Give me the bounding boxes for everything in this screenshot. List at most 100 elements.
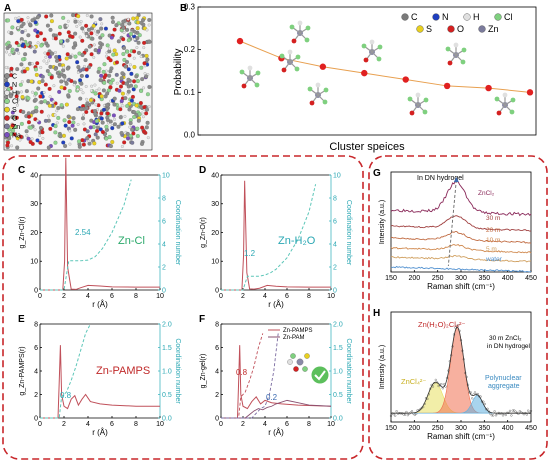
series-label-3: 10 m [486, 237, 500, 244]
x-tick-label: 0 [38, 421, 42, 428]
x-tick-label: 150 [385, 275, 397, 282]
y-right-tick-label: 10 [333, 172, 341, 179]
atom [59, 103, 64, 108]
atom [88, 98, 93, 103]
atom [33, 97, 38, 102]
y-axis-label: Intensity (a.u.) [379, 200, 386, 244]
atom [25, 42, 30, 47]
atom [102, 62, 107, 67]
y-right-tick-label: 1.5 [333, 345, 343, 352]
y-right-axis-label: Coordination number [174, 338, 181, 404]
atom [27, 114, 32, 119]
atom [145, 28, 149, 32]
ligand-atom [361, 43, 367, 49]
atom [97, 66, 102, 71]
atom [73, 127, 78, 132]
atom [108, 119, 113, 124]
data-point [506, 411, 509, 414]
atom [89, 52, 94, 57]
atom [33, 128, 37, 132]
atom [88, 125, 93, 130]
atom [24, 29, 27, 32]
atom [77, 144, 82, 149]
legend-label-zn-pamps: Zn-PAMPS [283, 328, 313, 334]
legend-label-zn: Zn [12, 124, 20, 131]
atom [78, 22, 82, 26]
atom [79, 20, 83, 23]
legend-label-n: N [442, 12, 449, 22]
atom [144, 111, 149, 116]
atom [85, 101, 90, 106]
atom [78, 96, 83, 101]
x-axis-label: r (Å) [92, 428, 108, 437]
atom [78, 78, 83, 83]
atom [54, 51, 57, 54]
atom [125, 27, 130, 32]
rdf-line-zn-pamps [221, 345, 332, 419]
cn-line-pamps [221, 333, 264, 419]
legend-swatch-o [447, 25, 455, 33]
atom [67, 89, 72, 94]
data-point [494, 414, 498, 417]
y-right-tick-label: 0.5 [162, 392, 172, 399]
x-tick-label: 6 [110, 293, 114, 300]
legend-swatch-s [4, 106, 10, 113]
y-right-tick-label: 0.5 [333, 392, 343, 399]
data-point [415, 412, 418, 415]
atom [122, 57, 127, 62]
atom [15, 67, 20, 72]
legend-label-cl: Cl [12, 99, 19, 106]
ligand-atom [447, 60, 453, 66]
atom [53, 130, 58, 135]
atom [35, 61, 40, 66]
y-right-tick-label: 8 [162, 195, 166, 202]
atom [64, 81, 69, 86]
atom [90, 89, 93, 93]
data-point [508, 409, 512, 412]
series-label-2: 20 m [486, 227, 500, 234]
data-point [444, 385, 447, 388]
atom [144, 125, 149, 130]
atom [80, 53, 85, 58]
atom [61, 44, 65, 48]
atom [15, 145, 20, 150]
series-label-0: ZnCl₂ [478, 190, 495, 197]
atom [56, 115, 61, 120]
raman-line-3 [390, 244, 532, 254]
atom [101, 69, 106, 74]
atom [121, 104, 125, 108]
atom [4, 66, 8, 69]
y-tick-label: 30 [30, 201, 38, 208]
atom [135, 46, 139, 49]
atom [110, 78, 115, 83]
probability-point [526, 89, 534, 96]
atom [114, 23, 119, 28]
ligand-atom [297, 20, 303, 26]
atom [25, 134, 29, 138]
atom [90, 84, 94, 88]
atom [136, 40, 141, 45]
atom [85, 129, 90, 134]
data-point [475, 393, 478, 396]
data-point [395, 410, 398, 413]
ligand-atom [295, 54, 301, 60]
atom [302, 366, 308, 372]
atom [82, 113, 85, 117]
atom [102, 80, 107, 85]
ligand-atom [509, 109, 515, 115]
atom [65, 66, 70, 71]
ligand-atom [502, 92, 508, 98]
atom [87, 44, 92, 49]
ligand-atom [510, 97, 516, 103]
atom [145, 120, 150, 125]
y-right-tick-label: 2.0 [162, 321, 172, 328]
ligand-atom [460, 59, 466, 65]
y-tick-label: 2 [215, 392, 219, 399]
panel-b-letter: B [180, 3, 187, 14]
panel-g: G 150 200 250 300 350 400 450 Raman shift (cm⁻¹)… [373, 168, 537, 291]
y-right-tick-label: 10 [162, 172, 170, 179]
atom [128, 121, 133, 126]
atom [52, 100, 55, 103]
